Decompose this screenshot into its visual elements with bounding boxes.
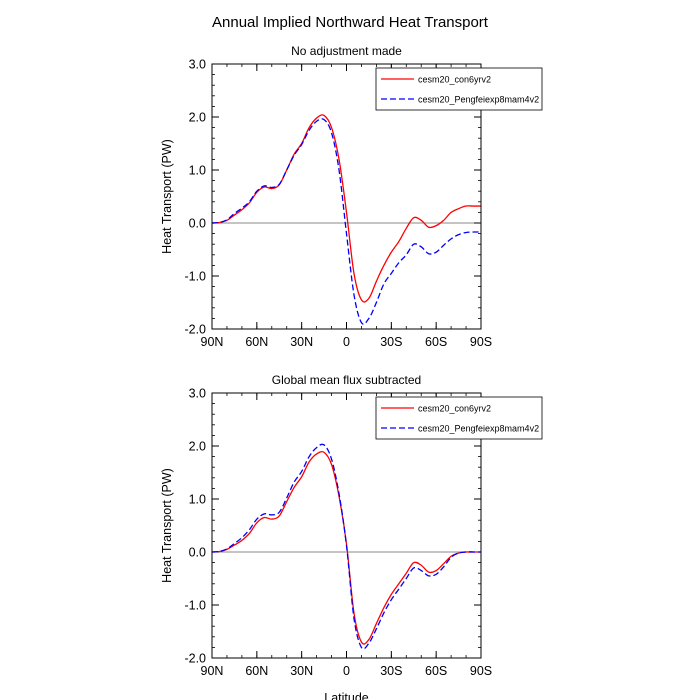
series-line-1	[211, 114, 481, 303]
y-tick-label: 2.0	[189, 111, 206, 125]
y-tick-label: -1.0	[184, 270, 206, 284]
legend-box	[375, 396, 543, 440]
y-axis-label: Heat Transport (PW)	[160, 468, 174, 583]
y-axis-label: Heat Transport (PW)	[160, 139, 174, 254]
panel-subtitle: No adjustment made	[291, 44, 402, 58]
x-tick-label: 90S	[470, 664, 492, 678]
x-tick-label: 0	[343, 335, 350, 349]
legend-label-2: cesm20_Pengfeiexp8mam4v2	[418, 95, 539, 105]
y-tick-label: -2.0	[184, 652, 206, 666]
x-tick-label: 60N	[245, 664, 268, 678]
panel-bottom: Global mean flux subtracted 90N 60N 30N 0 30S…	[160, 373, 543, 700]
x-tick-label: 60N	[245, 335, 268, 349]
series-line-2	[211, 118, 482, 325]
x-tick-label: 60S	[425, 664, 447, 678]
x-tick-label: 30S	[380, 664, 402, 678]
legend-label-1: cesm20_con6yrv2	[418, 75, 491, 85]
y-tick-label: 0.0	[189, 546, 206, 560]
legend: cesm20_con6yrv2 cesm20_Pengfeiexp8mam4v2	[375, 396, 543, 440]
y-tick-label: -2.0	[184, 323, 206, 337]
y-tick-label: 1.0	[189, 493, 206, 507]
y-tick-label: 2.0	[189, 440, 206, 454]
plot-frame	[211, 392, 482, 659]
y-tick-label: 3.0	[189, 387, 206, 401]
x-tick-label: 30N	[290, 664, 313, 678]
x-tick-label: 90N	[201, 664, 224, 678]
x-tick-label: 60S	[425, 335, 447, 349]
legend-label-1: cesm20_con6yrv2	[418, 404, 491, 414]
series-line-2	[211, 443, 481, 650]
legend-label-2: cesm20_Pengfeiexp8mam4v2	[418, 424, 539, 434]
y-tick-label: 3.0	[189, 58, 206, 72]
panel-subtitle: Global mean flux subtracted	[272, 373, 421, 387]
series-line-1	[211, 450, 481, 645]
x-tick-label: 30N	[290, 335, 313, 349]
x-tick-label: 90N	[201, 335, 224, 349]
y-tick-label: -1.0	[184, 599, 206, 613]
chart-title: Annual Implied Northward Heat Transport	[212, 14, 489, 31]
x-tick-label: 30S	[380, 335, 402, 349]
legend: cesm20_con6yrv2 cesm20_Pengfeiexp8mam4v2	[375, 67, 543, 111]
y-tick-label: 1.0	[189, 164, 206, 178]
y-tick-label: 0.0	[189, 217, 206, 231]
legend-box	[375, 67, 543, 111]
plot-frame	[211, 63, 482, 330]
x-axis-label: Latitude	[324, 691, 369, 700]
panel-top: No adjustment made 90N 60N 30N 0 30S 60S 90S -2.…	[160, 44, 543, 349]
x-tick-label: 0	[343, 664, 350, 678]
x-tick-label: 90S	[470, 335, 492, 349]
